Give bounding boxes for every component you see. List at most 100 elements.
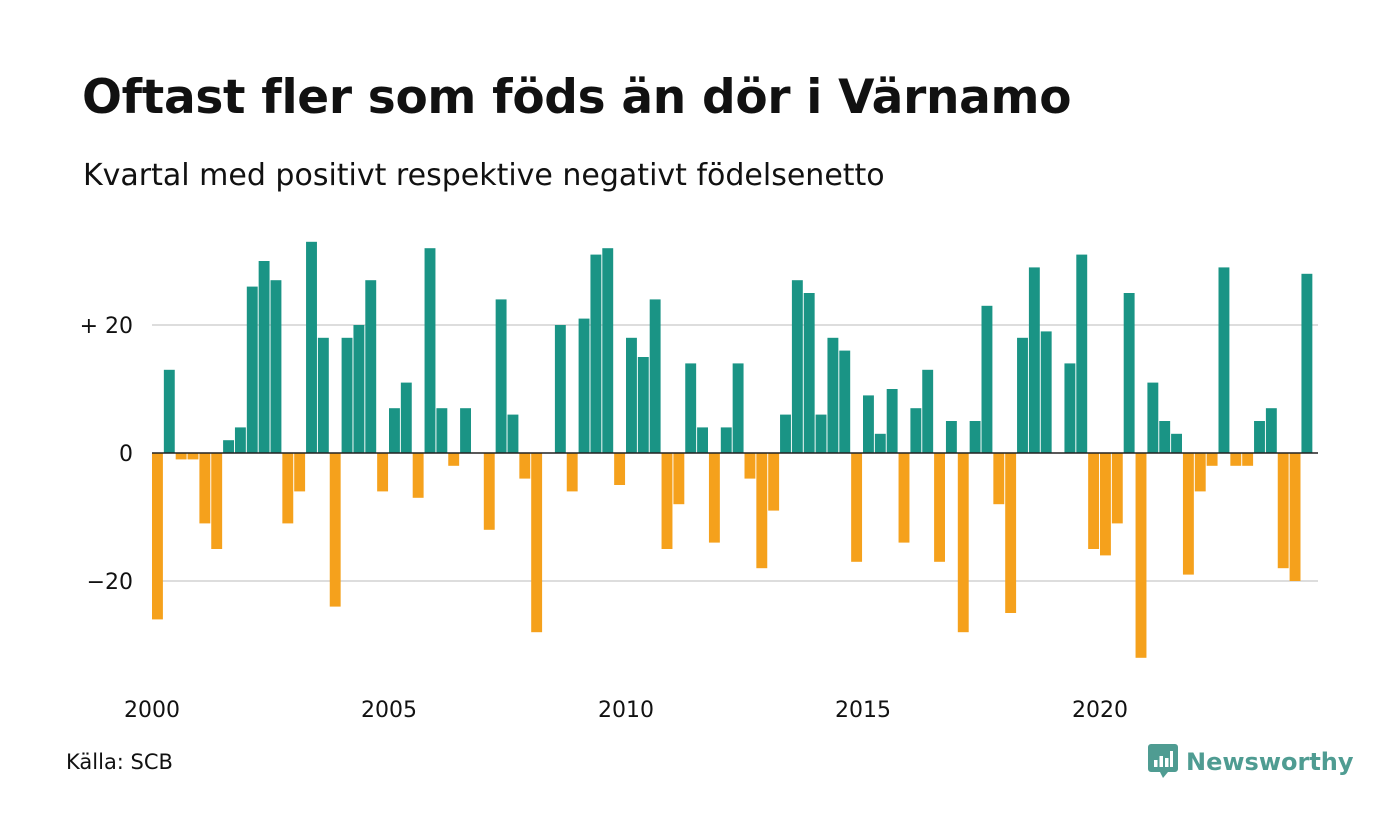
bar-positive [507,414,519,453]
bar-negative [412,453,424,498]
bar-positive [910,408,922,453]
bar-chart: + 20 0 −20 2000 2005 2010 2015 2020 [80,241,1318,723]
bar-positive [1254,421,1265,453]
bar-positive [353,325,365,453]
bar-positive [1301,273,1313,453]
bar-positive [1017,337,1028,453]
bar-positive [365,280,377,453]
bar-negative [1242,453,1254,466]
bar-negative [673,453,685,505]
bar-negative [211,453,223,549]
bar-positive [803,293,815,453]
bar-negative [614,453,626,485]
bar-positive [424,248,436,453]
bar-negative [199,453,211,524]
bar-positive [495,299,507,453]
bar-positive [649,299,661,453]
bar-negative [175,453,187,460]
bar-negative [329,453,341,607]
bar-positive [341,337,353,453]
y-tick-label: 0 [119,442,133,467]
bar-negative [1277,453,1289,569]
bar-negative [993,453,1005,505]
bar-negative [566,453,578,492]
bar-positive [874,433,886,453]
bar-negative [1182,453,1194,575]
bar-positive [1076,254,1088,453]
bar-positive [460,408,471,453]
bar-positive [839,350,851,453]
x-tick-label: 2015 [835,698,891,723]
bar-negative [756,453,768,569]
bar-negative [282,453,294,524]
y-tick-label: + 20 [80,314,133,339]
bar-negative [1088,453,1100,549]
bar-negative [1206,453,1218,466]
bar-positive [791,280,803,453]
bar-positive [886,389,898,453]
bar-positive [389,408,400,453]
bar-negative [851,453,863,562]
brand-name: Newsworthy [1186,748,1354,776]
x-tick-label: 2000 [124,698,180,723]
bar-negative [708,453,720,543]
bar-negative [531,453,543,633]
gridlines [152,324,1318,582]
bar-positive [945,421,957,453]
bar-positive [626,337,637,453]
bar-positive [163,369,175,453]
bar-negative [934,453,945,562]
bar-positive [981,305,993,453]
bar-negative [294,453,306,492]
bar-positive [863,395,874,453]
bar-positive [1265,408,1277,453]
bar-positive [720,427,732,453]
bar-positive [827,337,839,453]
bar-positive [780,414,791,453]
bar-negative [1289,453,1301,581]
bar-negative [448,453,460,466]
bar-positive [969,421,981,453]
bar-positive [815,414,827,453]
bar-negative [483,453,495,530]
bar-positive [270,280,282,453]
bar-positive [1171,433,1182,453]
bar-negative [1100,453,1111,556]
bar-positive [317,337,329,453]
bar-negative [1005,453,1017,613]
bar-negative [1230,453,1242,466]
bar-chart-speech-bubble-icon [1148,744,1178,778]
bar-positive [234,427,246,453]
bar-positive [400,382,412,453]
bar-negative [377,453,389,492]
bar-positive [306,241,317,453]
bar-positive [922,369,934,453]
bar-positive [578,318,590,453]
bar-negative [1194,453,1206,492]
bar-positive [1123,293,1135,453]
bar-positive [637,357,649,453]
bar-negative [187,453,199,460]
bar-negative [1135,453,1147,658]
bars [152,241,1313,658]
bar-positive [1064,363,1076,453]
bar-positive [732,363,744,453]
chart-subtitle: Kvartal med positivt respektive negativt… [83,158,885,193]
x-tick-label: 2005 [361,698,417,723]
chart-title: Oftast fler som föds än dör i Värnamo [82,70,1072,125]
bar-positive [436,408,448,453]
bar-positive [602,248,614,453]
bar-positive [590,254,602,453]
x-tick-label: 2020 [1072,698,1128,723]
bar-positive [697,427,708,453]
bar-positive [554,325,566,453]
x-tick-label: 2010 [598,698,654,723]
bar-positive [1147,382,1159,453]
bar-positive [1028,267,1040,453]
bar-positive [1218,267,1230,453]
bar-positive [1159,421,1171,453]
bar-negative [1111,453,1123,524]
bar-positive [223,440,234,453]
source-note: Källa: SCB [66,750,173,774]
bar-negative [744,453,756,479]
